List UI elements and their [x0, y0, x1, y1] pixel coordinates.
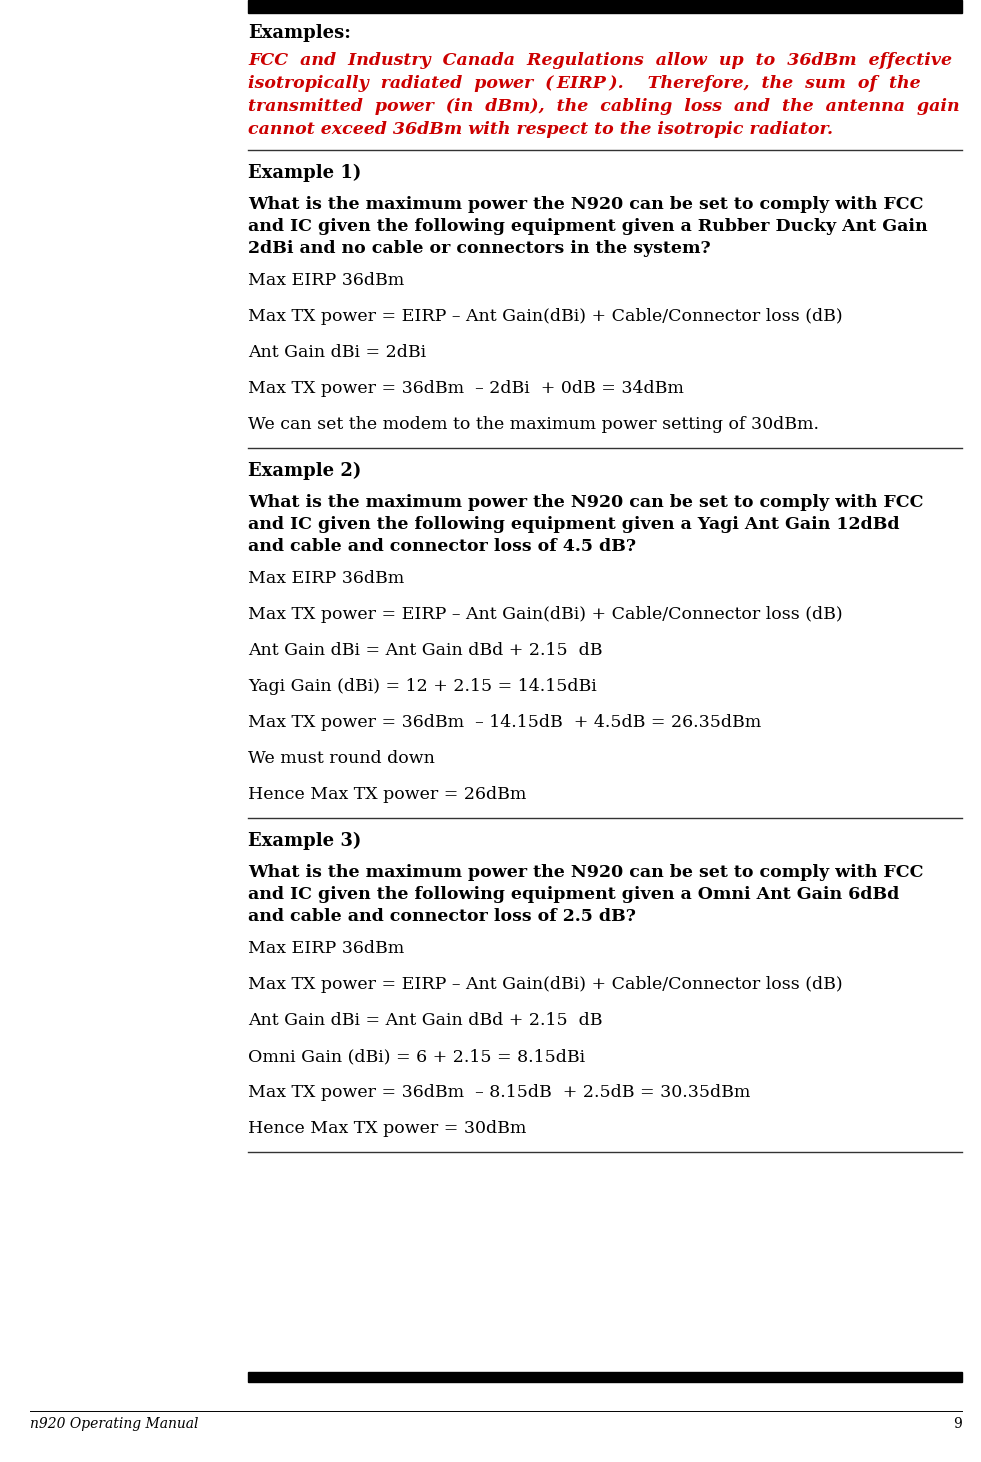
Text: Max TX power = 36dBm  – 8.15dB  + 2.5dB = 30.35dBm: Max TX power = 36dBm – 8.15dB + 2.5dB = …	[248, 1083, 750, 1101]
Text: Ant Gain dBi = 2dBi: Ant Gain dBi = 2dBi	[248, 344, 426, 361]
Text: and IC given the following equipment given a Omni Ant Gain 6dBd: and IC given the following equipment giv…	[248, 886, 900, 904]
Text: Max EIRP 36dBm: Max EIRP 36dBm	[248, 570, 404, 588]
Text: n920 Operating Manual: n920 Operating Manual	[30, 1417, 198, 1431]
Text: FCC  and  Industry  Canada  Regulations  allow  up  to  36dBm  effective: FCC and Industry Canada Regulations allo…	[248, 53, 952, 69]
Text: Ant Gain dBi = Ant Gain dBd + 2.15  dB: Ant Gain dBi = Ant Gain dBd + 2.15 dB	[248, 1012, 602, 1029]
Text: Example 1): Example 1)	[248, 164, 361, 183]
Text: cannot exceed 36dBm with respect to the isotropic radiator.: cannot exceed 36dBm with respect to the …	[248, 121, 833, 137]
Text: and IC given the following equipment given a Rubber Ducky Ant Gain: and IC given the following equipment giv…	[248, 218, 928, 235]
Text: Example 3): Example 3)	[248, 832, 361, 851]
Text: What is the maximum power the N920 can be set to comply with FCC: What is the maximum power the N920 can b…	[248, 864, 923, 882]
Text: Omni Gain (dBi) = 6 + 2.15 = 8.15dBi: Omni Gain (dBi) = 6 + 2.15 = 8.15dBi	[248, 1048, 585, 1064]
Text: What is the maximum power the N920 can be set to comply with FCC: What is the maximum power the N920 can b…	[248, 494, 923, 512]
Text: We must round down: We must round down	[248, 750, 435, 768]
Text: Example 2): Example 2)	[248, 462, 361, 480]
Text: transmitted  power  (in  dBm),  the  cabling  loss  and  the  antenna  gain: transmitted power (in dBm), the cabling …	[248, 98, 959, 115]
Text: Max TX power = EIRP – Ant Gain(dBi) + Cable/Connector loss (dB): Max TX power = EIRP – Ant Gain(dBi) + Ca…	[248, 977, 843, 993]
Bar	[248, 1371, 962, 1382]
Text: 9: 9	[954, 1417, 962, 1431]
Text: and IC given the following equipment given a Yagi Ant Gain 12dBd: and IC given the following equipment giv…	[248, 516, 900, 534]
Text: What is the maximum power the N920 can be set to comply with FCC: What is the maximum power the N920 can b…	[248, 196, 923, 213]
Text: 2dBi and no cable or connectors in the system?: 2dBi and no cable or connectors in the s…	[248, 240, 710, 257]
Text: Hence Max TX power = 30dBm: Hence Max TX power = 30dBm	[248, 1120, 527, 1137]
Text: Ant Gain dBi = Ant Gain dBd + 2.15  dB: Ant Gain dBi = Ant Gain dBd + 2.15 dB	[248, 642, 602, 659]
Text: and cable and connector loss of 2.5 dB?: and cable and connector loss of 2.5 dB?	[248, 908, 636, 925]
Text: Max EIRP 36dBm: Max EIRP 36dBm	[248, 272, 404, 289]
Text: Max TX power = 36dBm  – 14.15dB  + 4.5dB = 26.35dBm: Max TX power = 36dBm – 14.15dB + 4.5dB =…	[248, 713, 761, 731]
Text: Max TX power = EIRP – Ant Gain(dBi) + Cable/Connector loss (dB): Max TX power = EIRP – Ant Gain(dBi) + Ca…	[248, 607, 843, 623]
Text: Max EIRP 36dBm: Max EIRP 36dBm	[248, 940, 404, 958]
Text: Examples:: Examples:	[248, 23, 351, 42]
Text: isotropically  radiated  power  ( EIRP ).    Therefore,  the  sum  of  the: isotropically radiated power ( EIRP ). T…	[248, 75, 920, 92]
Text: We can set the modem to the maximum power setting of 30dBm.: We can set the modem to the maximum powe…	[248, 417, 819, 433]
Text: Max TX power = 36dBm  – 2dBi  + 0dB = 34dBm: Max TX power = 36dBm – 2dBi + 0dB = 34dB…	[248, 380, 684, 398]
Text: Yagi Gain (dBi) = 12 + 2.15 = 14.15dBi: Yagi Gain (dBi) = 12 + 2.15 = 14.15dBi	[248, 678, 596, 694]
Text: Hence Max TX power = 26dBm: Hence Max TX power = 26dBm	[248, 787, 527, 803]
Text: and cable and connector loss of 4.5 dB?: and cable and connector loss of 4.5 dB?	[248, 538, 636, 556]
Text: Max TX power = EIRP – Ant Gain(dBi) + Cable/Connector loss (dB): Max TX power = EIRP – Ant Gain(dBi) + Ca…	[248, 308, 843, 325]
Bar	[248, 0, 962, 13]
